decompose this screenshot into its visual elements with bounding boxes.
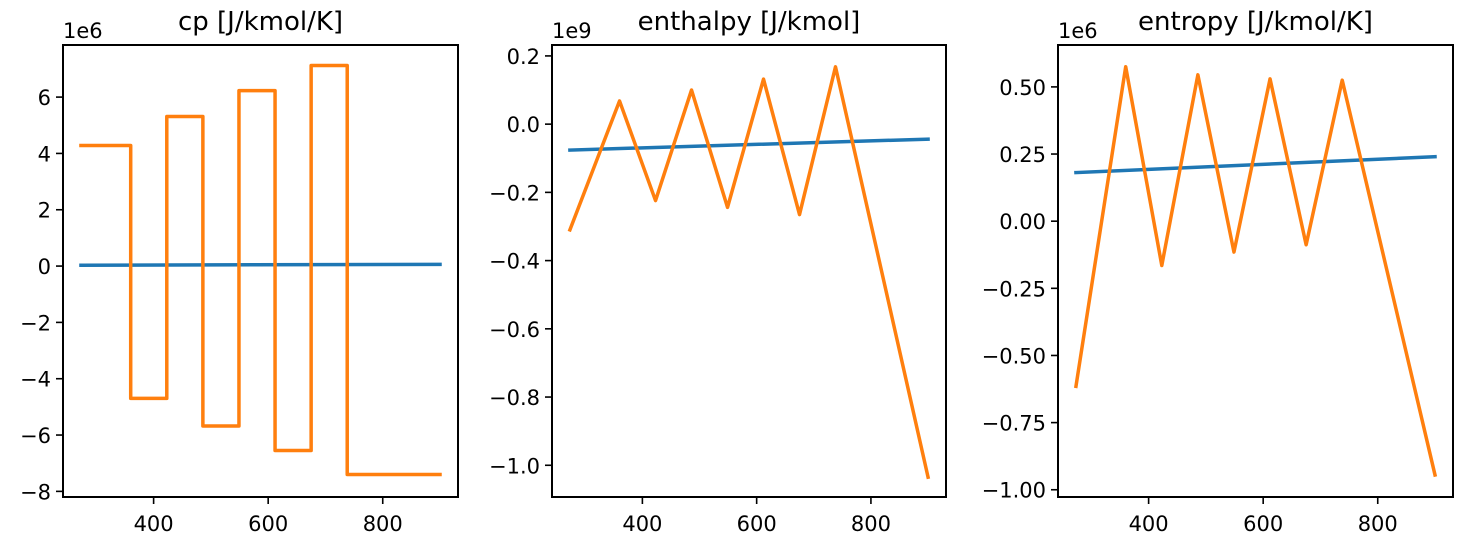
plot-area	[567, 65, 931, 480]
subplot-enthalpy: enthalpy [J/kmol] 1e9 400 600 800 −1.0 −0.8 −…	[489, 7, 947, 536]
y-tick-label: −0.50	[982, 344, 1046, 368]
offset-text: 1e6	[63, 19, 103, 43]
y-tick-label: 6	[38, 86, 51, 110]
x-tick-label: 600	[1243, 512, 1283, 536]
blue-line-series	[568, 137, 930, 152]
y-tick-label: 0.00	[999, 210, 1046, 234]
chart-title: enthalpy [J/kmol]	[638, 7, 861, 37]
axes-frame	[1057, 44, 1454, 498]
y-tick-label: −0.75	[982, 412, 1046, 436]
chart-title: cp [J/kmol/K]	[178, 7, 343, 37]
y-tick-label: −2	[20, 311, 51, 335]
y-tick-label: 0.0	[507, 113, 540, 137]
y-tick-label: 0.2	[507, 45, 540, 69]
plot-area	[1073, 65, 1438, 478]
y-tick-label: −1.0	[489, 454, 540, 478]
y-tick-label: −4	[20, 368, 51, 392]
x-tick-label: 400	[622, 512, 662, 536]
axes-frame	[551, 44, 947, 498]
x-tick-label: 800	[851, 512, 891, 536]
y-tick-label: −0.6	[489, 318, 540, 342]
y-tick-label: 0.50	[999, 76, 1046, 100]
y-tick-label: −0.2	[489, 181, 540, 205]
plot-area	[79, 63, 442, 477]
y-tick-label: 0.25	[999, 143, 1046, 167]
y-tick-label: 2	[38, 199, 51, 223]
offset-text: 1e9	[552, 19, 592, 43]
y-tick-label: −1.00	[982, 479, 1046, 503]
x-tick-label: 400	[1129, 512, 1169, 536]
subplot-cp: cp [J/kmol/K] 1e6 400 600 800 −8 −6 −4 −2 0 2 4 6	[20, 7, 459, 536]
y-tick-label: −8	[20, 480, 51, 504]
subplot-entropy: entropy [J/kmol/K] 1e6 400 600 800 −1.00 −0.…	[982, 7, 1454, 536]
y-tick-label: −0.25	[982, 277, 1046, 301]
orange-line-series	[1073, 65, 1438, 478]
y-tick-label: 4	[38, 142, 51, 166]
y-tick-label: −0.4	[489, 250, 540, 274]
x-tick-label: 800	[363, 512, 403, 536]
x-tick-label: 400	[134, 512, 174, 536]
x-tick-label: 800	[1358, 512, 1398, 536]
orange-line-series	[79, 63, 442, 477]
y-tick-label: −6	[20, 424, 51, 448]
blue-line-series	[79, 262, 442, 268]
blue-line-series	[1074, 154, 1437, 175]
y-tick-label: 0	[38, 255, 51, 279]
axes-frame	[62, 44, 459, 498]
y-tick-label: −0.8	[489, 386, 540, 410]
chart-title: entropy [J/kmol/K]	[1138, 7, 1373, 37]
orange-line-series	[567, 65, 931, 480]
offset-text: 1e6	[1058, 19, 1098, 43]
x-tick-label: 600	[248, 512, 288, 536]
x-tick-label: 600	[737, 512, 777, 536]
